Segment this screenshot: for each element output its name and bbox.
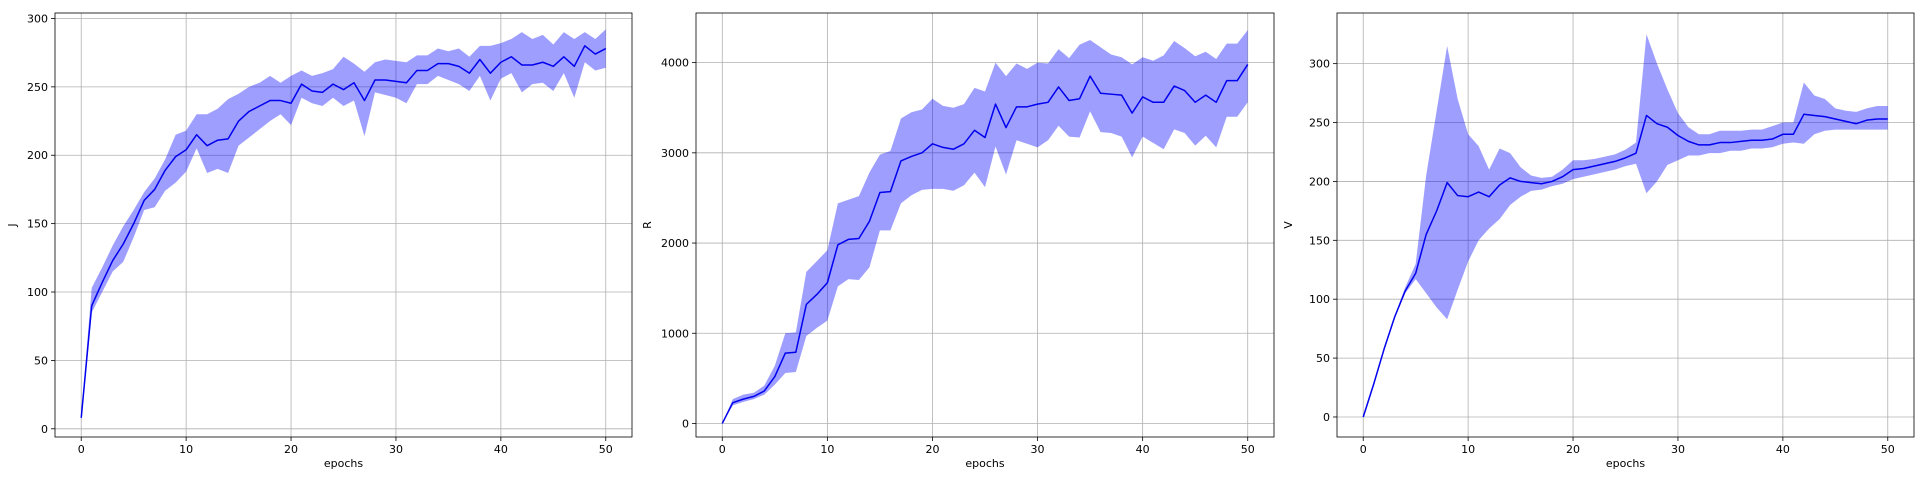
plot-frame [54,12,633,438]
y-axis-label: V [1282,221,1295,229]
y-tick-label: 250 [1309,117,1330,130]
confidence-band [81,29,606,421]
x-tick-label: 50 [599,443,613,456]
y-tick-label: 250 [27,81,48,94]
x-tick-label: 0 [1360,443,1367,456]
y-tick-label: 0 [41,423,48,436]
x-tick-label: 20 [925,443,939,456]
x-tick-label: 50 [1881,443,1895,456]
chart-panel-2: 0 10 20 30 40 50 0 1000 2000 3000 4000 epochs R [641,12,1275,470]
confidence-band [1363,34,1888,417]
y-tick-label: 0 [682,417,689,430]
chart-panel-1: 0 10 20 30 40 50 0 50 100 150 200 250 300 epochs J [6,12,633,470]
x-tick-label: 10 [1461,443,1475,456]
mean-line [1362,113,1888,418]
plot-frame [1336,12,1915,438]
y-tick-label: 3000 [661,147,689,160]
y-tick-label: 300 [1309,58,1330,71]
y-tick-label: 300 [27,12,48,25]
x-tick-label: 10 [179,443,193,456]
plot-frame [695,12,1275,438]
chart-panel-3: 0 10 20 30 40 50 0 50 100 150 200 250 300 epochs V [1282,12,1915,470]
y-tick-label: 2000 [661,237,689,250]
y-tick-label: 100 [27,286,48,299]
x-axis-label: epochs [1606,457,1645,470]
y-axis-label: J [6,223,19,227]
mean-line [721,64,1249,424]
x-tick-label: 30 [389,443,403,456]
x-tick-label: 30 [1671,443,1685,456]
x-tick-label: 40 [1136,443,1150,456]
x-axis-label: epochs [965,457,1004,470]
x-tick-label: 30 [1031,443,1045,456]
mean-line [80,45,607,418]
y-tick-label: 50 [1316,352,1330,365]
x-tick-label: 50 [1241,443,1255,456]
y-tick-label: 50 [34,354,48,367]
y-tick-label: 150 [27,218,48,231]
x-tick-label: 0 [719,443,726,456]
x-tick-label: 20 [284,443,298,456]
y-tick-label: 1000 [661,327,689,340]
x-tick-label: 0 [78,443,85,456]
confidence-band [722,30,1248,424]
y-tick-label: 100 [1309,293,1330,306]
x-tick-label: 20 [1566,443,1580,456]
x-tick-label: 10 [820,443,834,456]
x-tick-label: 40 [494,443,508,456]
y-tick-label: 0 [1323,411,1330,424]
x-tick-label: 40 [1776,443,1790,456]
y-axis-label: R [641,221,654,229]
y-tick-label: 200 [1309,175,1330,188]
y-tick-label: 200 [27,149,48,162]
x-axis-label: epochs [324,457,363,470]
y-tick-label: 4000 [661,57,689,70]
y-tick-label: 150 [1309,234,1330,247]
